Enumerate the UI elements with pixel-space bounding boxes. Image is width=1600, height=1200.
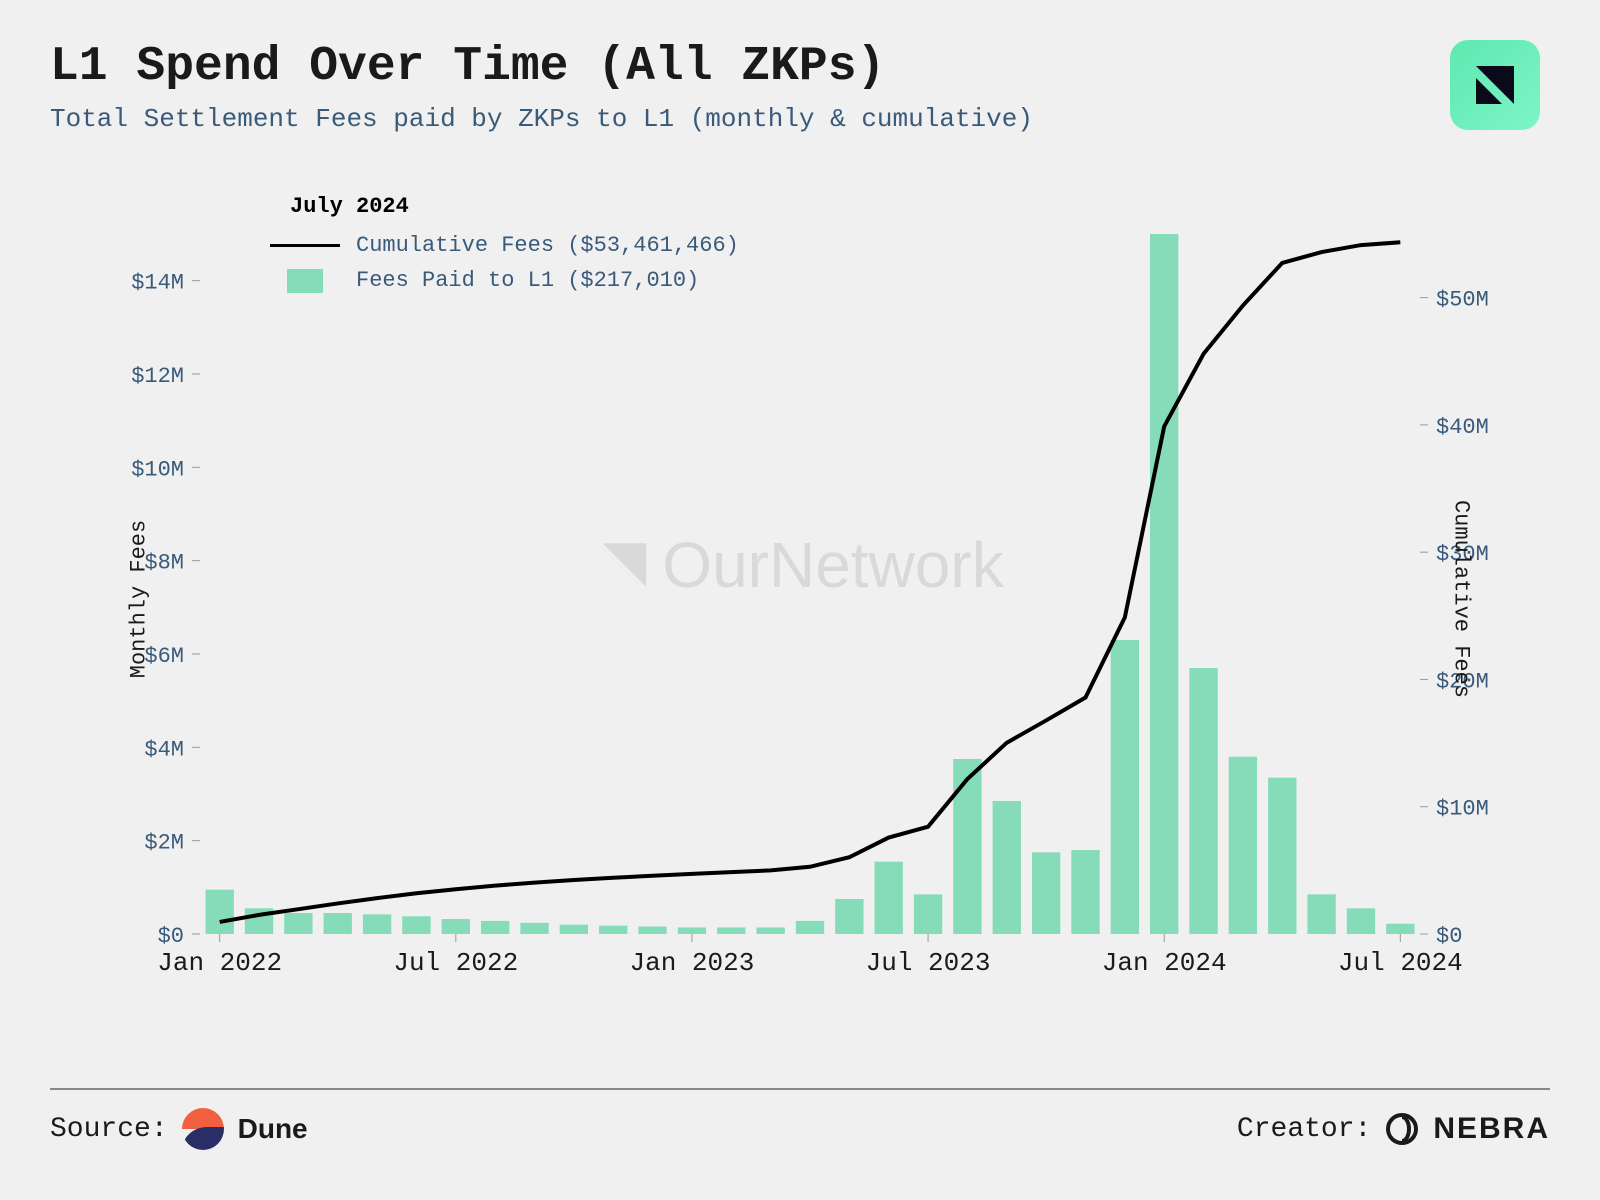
- legend-bar-swatch: [287, 269, 323, 293]
- legend-cumulative: Cumulative Fees ($53,461,466): [270, 233, 739, 258]
- svg-text:$50M: $50M: [1436, 288, 1489, 313]
- svg-text:Jul 2023: Jul 2023: [866, 948, 991, 978]
- header: L1 Spend Over Time (All ZKPs) Total Sett…: [50, 40, 1550, 134]
- creator-label: Creator:: [1237, 1114, 1371, 1145]
- legend-line-swatch: [270, 244, 340, 247]
- svg-text:$12M: $12M: [131, 364, 184, 389]
- chart-title: L1 Spend Over Time (All ZKPs): [50, 40, 1550, 94]
- svg-text:$14M: $14M: [131, 271, 184, 296]
- svg-text:$10M: $10M: [1436, 797, 1489, 822]
- svg-text:Jan 2023: Jan 2023: [630, 948, 755, 978]
- legend-monthly-label: Fees Paid to L1 ($217,010): [356, 268, 699, 293]
- legend: July 2024 Cumulative Fees ($53,461,466) …: [270, 194, 739, 303]
- legend-monthly: Fees Paid to L1 ($217,010): [270, 268, 739, 293]
- svg-text:$2M: $2M: [144, 831, 184, 856]
- svg-text:Jul 2022: Jul 2022: [393, 948, 518, 978]
- chart-area: July 2024 Cumulative Fees ($53,461,466) …: [50, 174, 1550, 1024]
- svg-text:$40M: $40M: [1436, 415, 1489, 440]
- right-axis-title: Cumulative Fees: [1448, 500, 1473, 698]
- svg-text:$0: $0: [158, 924, 184, 949]
- creator-name: NEBRA: [1433, 1112, 1550, 1146]
- legend-cumulative-label: Cumulative Fees ($53,461,466): [356, 233, 739, 258]
- footer: Source: Dune Creator: NEBRA: [50, 1088, 1550, 1150]
- chart-subtitle: Total Settlement Fees paid by ZKPs to L1…: [50, 104, 1550, 134]
- svg-text:$0: $0: [1436, 924, 1462, 949]
- svg-text:Jan 2024: Jan 2024: [1102, 948, 1227, 978]
- source-label: Source:: [50, 1114, 168, 1145]
- brand-logo: [1450, 40, 1540, 130]
- svg-text:$4M: $4M: [144, 737, 184, 762]
- nebra-icon: [1385, 1112, 1419, 1146]
- source-name: Dune: [238, 1113, 308, 1145]
- svg-text:$10M: $10M: [131, 457, 184, 482]
- svg-text:Jan 2022: Jan 2022: [157, 948, 282, 978]
- brand-logo-icon: [1468, 58, 1522, 112]
- footer-creator: Creator: NEBRA: [1237, 1112, 1550, 1146]
- left-axis-title: Monthly Fees: [127, 520, 152, 678]
- dune-icon: [182, 1108, 224, 1150]
- footer-source: Source: Dune: [50, 1108, 308, 1150]
- svg-text:Jul 2024: Jul 2024: [1338, 948, 1463, 978]
- legend-date: July 2024: [290, 194, 739, 219]
